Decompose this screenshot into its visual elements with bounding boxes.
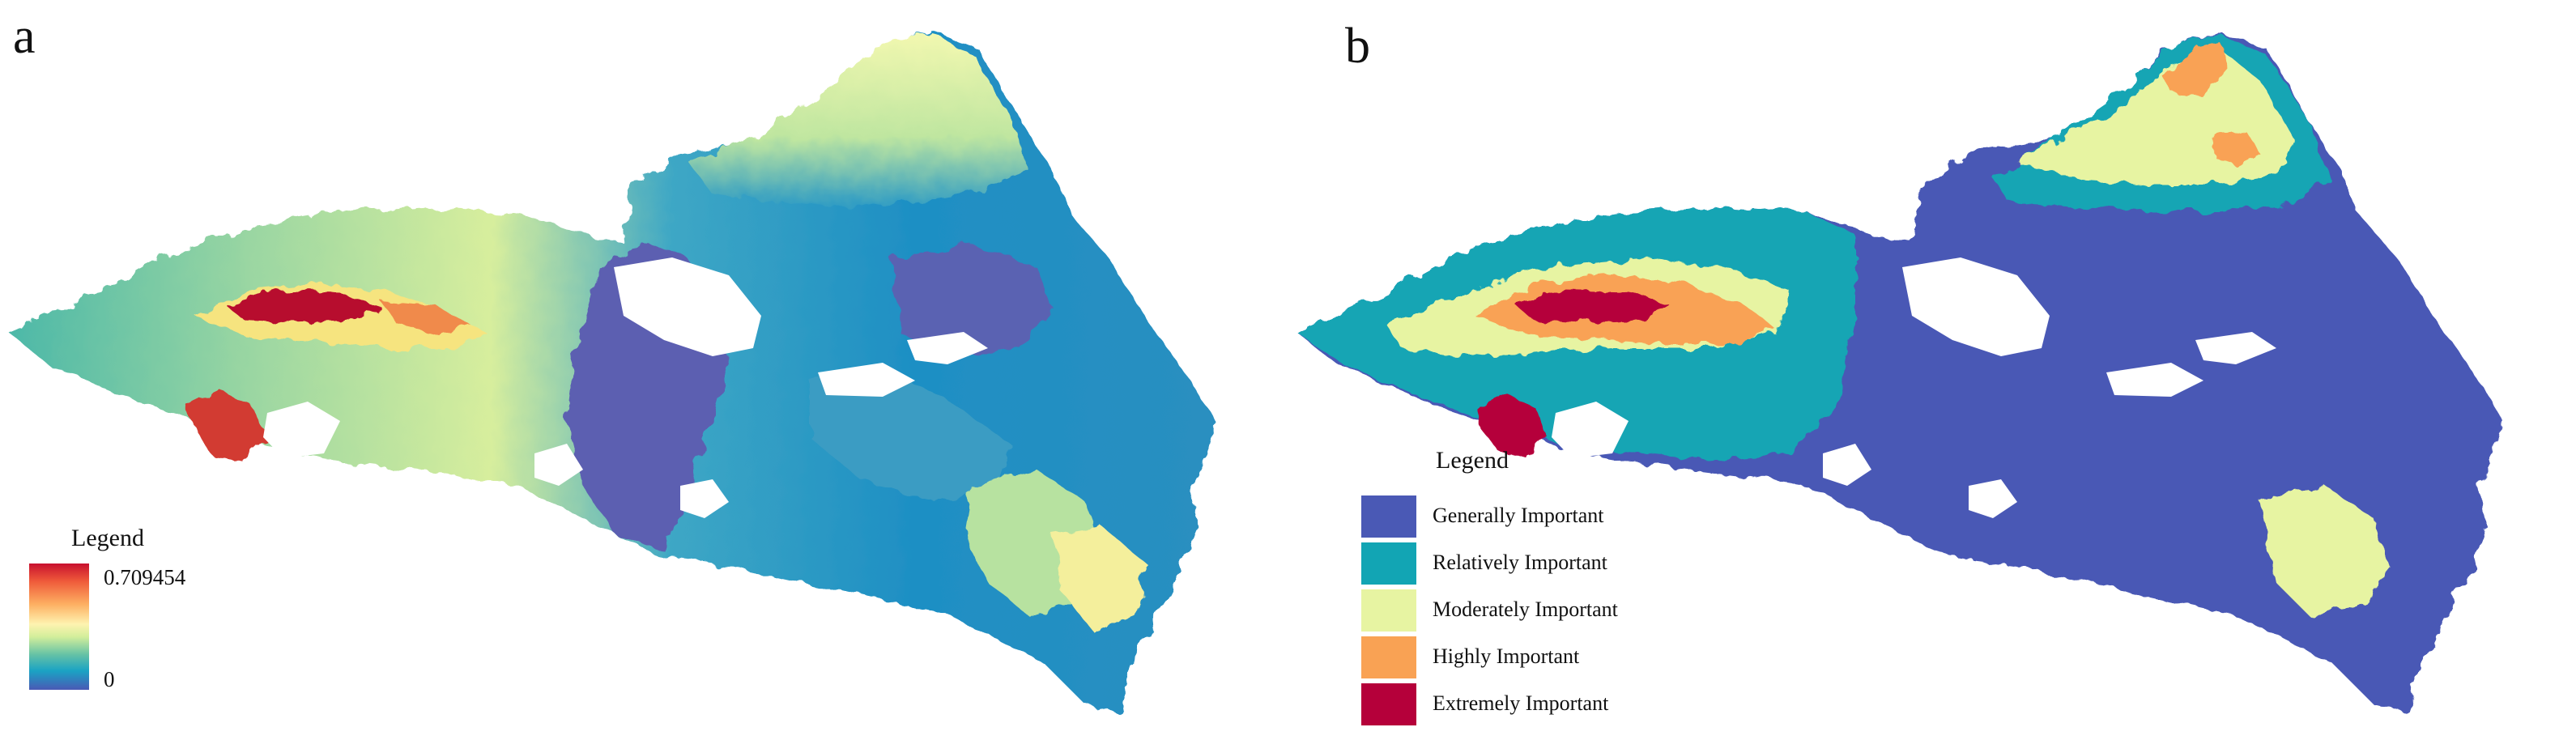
panel-a-letter: a (13, 9, 36, 64)
swatch-moderately (1361, 589, 1416, 632)
legend-class-highly: Highly Important (1361, 636, 1734, 680)
panel-b-letter: b (1345, 19, 1370, 74)
swatch-extremely (1361, 683, 1416, 725)
legend-class-generally: Generally Important (1361, 495, 1734, 539)
legend-min-value: 0 (104, 667, 115, 691)
label-relatively: Relatively Important (1433, 551, 1607, 574)
swatch-generally (1361, 495, 1416, 538)
swatch-relatively (1361, 542, 1416, 585)
map-b (1297, 31, 2503, 712)
label-moderately: Moderately Important (1433, 598, 1618, 621)
legend-class-moderately: Moderately Important (1361, 589, 1734, 633)
map-a (8, 31, 1215, 712)
legend-max-value: 0.709454 (104, 565, 186, 589)
swatch-highly (1361, 636, 1416, 678)
legend-b-title: Legend (1436, 447, 1509, 474)
legend-a-title: Legend (71, 525, 144, 551)
label-generally: Generally Important (1433, 504, 1604, 527)
label-extremely: Extremely Important (1433, 691, 1609, 715)
label-highly: Highly Important (1433, 644, 1580, 668)
legend-class-relatively: Relatively Important (1361, 542, 1734, 586)
color-ramp (29, 564, 89, 690)
legend-continuous: Legend 0.709454 0 (29, 525, 240, 711)
panel-b: b Legend (1288, 0, 2576, 740)
panel-a: a (8, 9, 1215, 712)
legend-classified: Legend Generally Important Relatively Im… (1361, 447, 1734, 725)
legend-class-extremely: Extremely Important (1361, 683, 1734, 727)
